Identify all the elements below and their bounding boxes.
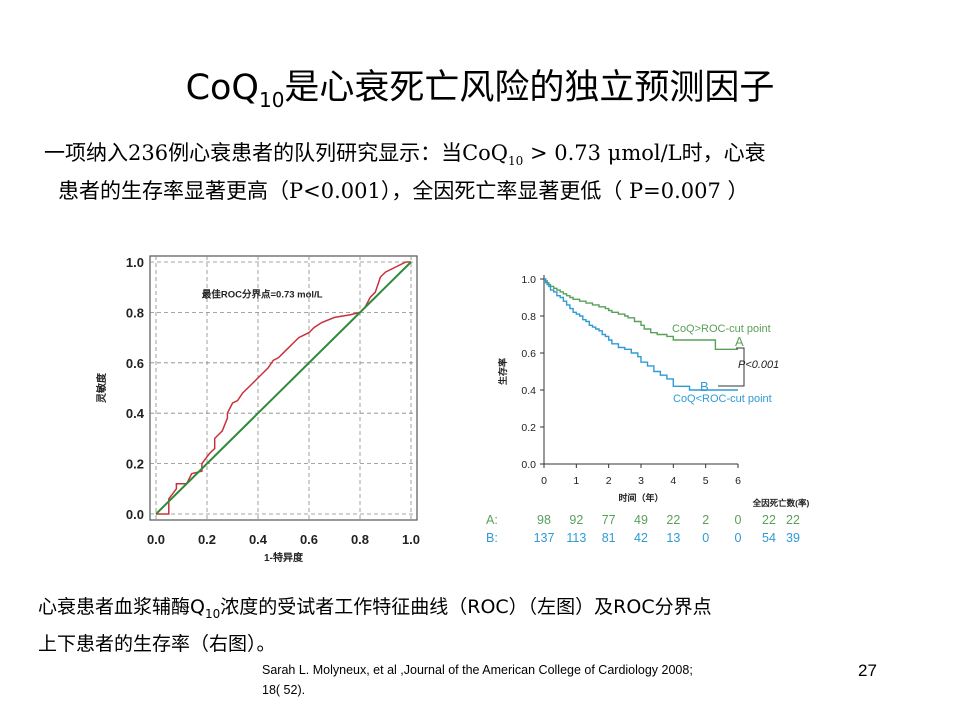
x-tick-label: 6 <box>735 475 741 487</box>
risk-count: 0 <box>735 513 742 527</box>
risk-count: 0 <box>735 531 742 545</box>
x-tick-label: 0.4 <box>249 532 268 547</box>
risk-count: 113 <box>566 531 586 545</box>
x-tick-label: 3 <box>638 475 644 487</box>
reference-diagonal <box>155 261 412 515</box>
figure-caption: 心衰患者血浆辅酶Q10浓度的受试者工作特征曲线（ROC）（左图）及ROC分界点 … <box>38 592 918 659</box>
y-tick-label: 0.0 <box>126 507 144 522</box>
y-tick-label: 0.4 <box>521 385 536 397</box>
caption-line-2: 上下患者的生存率（右图）。 <box>38 632 276 655</box>
risk-count: 2 <box>702 513 709 527</box>
x-tick-label: 4 <box>670 475 676 487</box>
reference-line-2: 18( 52). <box>262 683 306 697</box>
y-tick-label: 0.6 <box>521 348 536 360</box>
series-b-label: B <box>700 379 709 394</box>
y-tick-label: 0.6 <box>126 356 144 371</box>
series-b-name: CoQ<ROC-cut point <box>673 393 772 405</box>
death-count: 39 <box>786 531 800 545</box>
risk-count: 98 <box>537 513 551 527</box>
y-tick-label: 0.4 <box>126 406 145 421</box>
plot-frame <box>149 255 418 521</box>
risk-row-label: A: <box>486 513 498 527</box>
death-count: 54 <box>762 531 776 545</box>
p-value: P<0.001 <box>738 359 779 371</box>
x-tick-label: 1.0 <box>402 532 420 547</box>
x-axis-label: 时间（年） <box>618 492 663 503</box>
death-count: 22 <box>762 513 776 527</box>
x-tick-label: 0.0 <box>147 532 165 547</box>
y-tick-label: 0.8 <box>126 305 144 320</box>
y-tick-label: 0.2 <box>521 422 536 434</box>
death-count: 22 <box>786 513 800 527</box>
x-tick-label: 0 <box>541 475 547 487</box>
y-tick-label: 0.8 <box>521 311 536 323</box>
survival-curve-a <box>544 278 738 351</box>
y-tick-label: 0.2 <box>126 457 144 472</box>
risk-count: 137 <box>534 531 555 545</box>
slide-title: CoQ10是心衰死亡风险的独立预测因子 <box>185 68 775 112</box>
intro-line-2: 患者的生存率显著更高（P<0.001），全因死亡率显著更低（ P=0.007 ） <box>58 179 749 204</box>
intro-line-1: 一项纳入236例心衰患者的队列研究显示：当CoQ10 > 0.73 μmol/L… <box>44 141 766 169</box>
intro-text: 一项纳入236例心衰患者的队列研究显示：当CoQ10 > 0.73 μmol/L… <box>44 138 924 206</box>
reference-line-1: Sarah L. Molyneux, et al ,Journal of the… <box>262 663 693 677</box>
x-tick-label: 0.2 <box>198 532 216 547</box>
p-value-bracket <box>718 347 745 387</box>
risk-count: 49 <box>634 513 648 527</box>
risk-row-label: B: <box>486 531 498 545</box>
risk-count: 13 <box>666 531 680 545</box>
y-axis-label: 生存率 <box>497 358 508 385</box>
risk-count: 0 <box>702 531 709 545</box>
series-a-label: A <box>735 334 744 349</box>
risk-count: 22 <box>666 513 680 527</box>
roc-chart: 0.0 0.2 0.4 0.6 0.8 1.0 0.0 0.2 0.4 0.6 0.8 1.0 1-特异… <box>95 255 420 564</box>
page-number: 27 <box>858 661 877 680</box>
y-axis-label: 灵敏度 <box>95 372 108 403</box>
risk-table-header: 全因死亡数(率) <box>752 498 810 508</box>
x-tick-label: 5 <box>703 475 709 487</box>
survival-curve-b <box>544 278 738 391</box>
series-a-name: CoQ>ROC-cut point <box>672 323 771 335</box>
risk-count: 92 <box>569 513 583 527</box>
x-tick-label: 0.6 <box>300 532 318 547</box>
caption-line-1: 心衰患者血浆辅酶Q10浓度的受试者工作特征曲线（ROC）（左图）及ROC分界点 <box>38 596 712 621</box>
roc-annotation: 最佳ROC分界点=0.73 mol/L <box>202 288 323 300</box>
risk-count: 81 <box>602 531 616 545</box>
reference: Sarah L. Molyneux, et al ,Journal of the… <box>262 660 842 700</box>
y-tick-label: 1.0 <box>521 274 536 286</box>
x-tick-label: 1 <box>573 475 579 487</box>
x-tick-label: 0.8 <box>351 532 369 547</box>
km-survival-chart: 0.0 0.2 0.4 0.6 0.8 1.0 0 1 2 3 4 5 6 时间（年） 生存率 CoQ>ROC… <box>486 274 810 545</box>
x-tick-label: 2 <box>606 475 612 487</box>
risk-count: 77 <box>602 513 616 527</box>
x-axis-label: 1-特异度 <box>264 551 304 564</box>
y-tick-label: 1.0 <box>126 255 144 270</box>
risk-count: 42 <box>634 531 648 545</box>
y-tick-label: 0.0 <box>521 459 536 471</box>
